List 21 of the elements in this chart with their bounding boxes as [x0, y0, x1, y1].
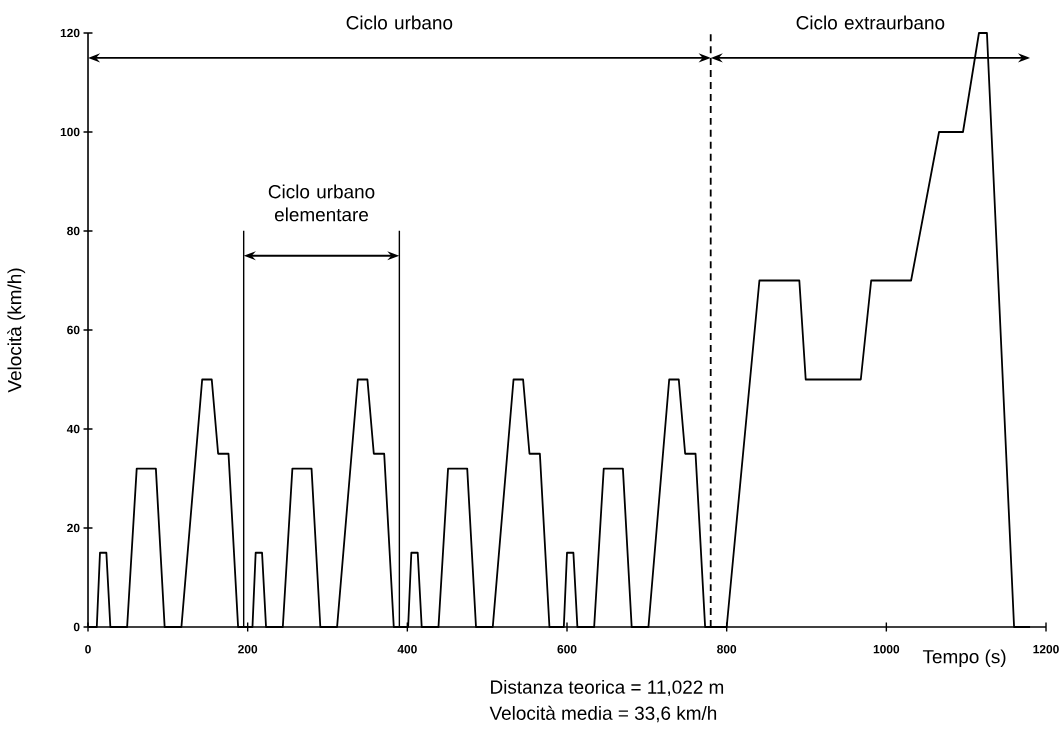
text: Distanza teorica = 11,022 m — [491, 679, 724, 697]
x-tick-label: 200 — [238, 644, 258, 654]
y-axis-title: Velocità (km/h) — [7, 268, 26, 393]
text: Ciclo extraurbano — [796, 15, 945, 30]
x-tick-label: 600 — [557, 644, 577, 654]
x-tick-label: 400 — [397, 644, 417, 654]
annotation: Ciclo urbano elementare — [268, 184, 375, 222]
x-tick-label: 1200 — [1033, 644, 1059, 654]
text: Ciclo urbano — [346, 15, 453, 30]
x-tick-label: 1000 — [873, 644, 900, 654]
y-tick-label: 0 — [73, 622, 80, 632]
y-tick-label: 20 — [67, 523, 80, 533]
text: Velocità media = 33,6 km/h — [489, 705, 717, 723]
y-tick-label: 100 — [60, 127, 80, 137]
y-tick-label: 40 — [66, 424, 80, 434]
x-tick-label: 800 — [717, 644, 737, 654]
y-tick-label: 80 — [67, 226, 80, 236]
x-tick-label: 0 — [85, 644, 91, 654]
x-axis-title: Tempo (s) — [922, 649, 1006, 668]
y-tick-label: 120 — [60, 28, 80, 38]
y-tick-label: 60 — [67, 325, 80, 335]
